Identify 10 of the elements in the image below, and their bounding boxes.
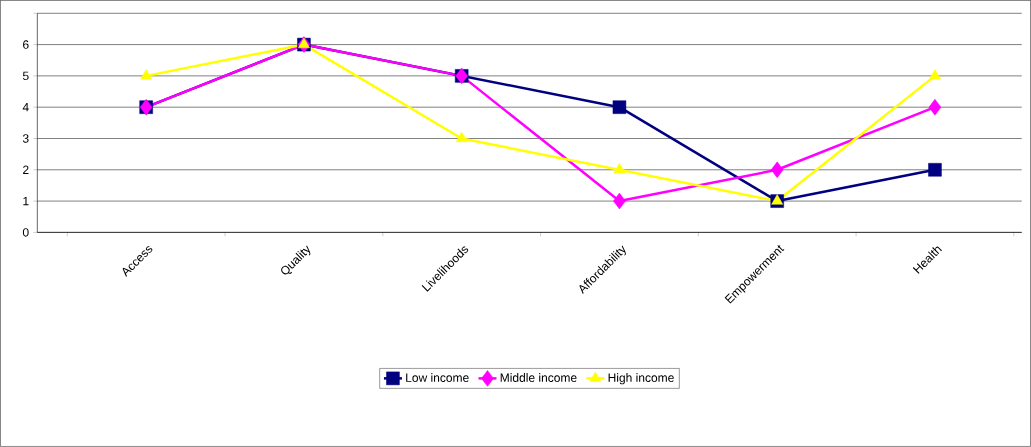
- y-tick-label: 6: [23, 40, 29, 49]
- legend-label: Low income: [406, 373, 469, 383]
- y-tick-label: 1: [23, 197, 29, 206]
- y-tick-label: 2: [23, 165, 29, 175]
- y-tick-label: 5: [22, 71, 29, 81]
- legend-label: High income: [608, 373, 674, 385]
- y-tick-label: 3: [22, 134, 29, 143]
- y-tick-label: 4: [22, 103, 29, 112]
- y-tick-label: 0: [22, 228, 29, 237]
- legend-label: Middle income: [500, 373, 577, 383]
